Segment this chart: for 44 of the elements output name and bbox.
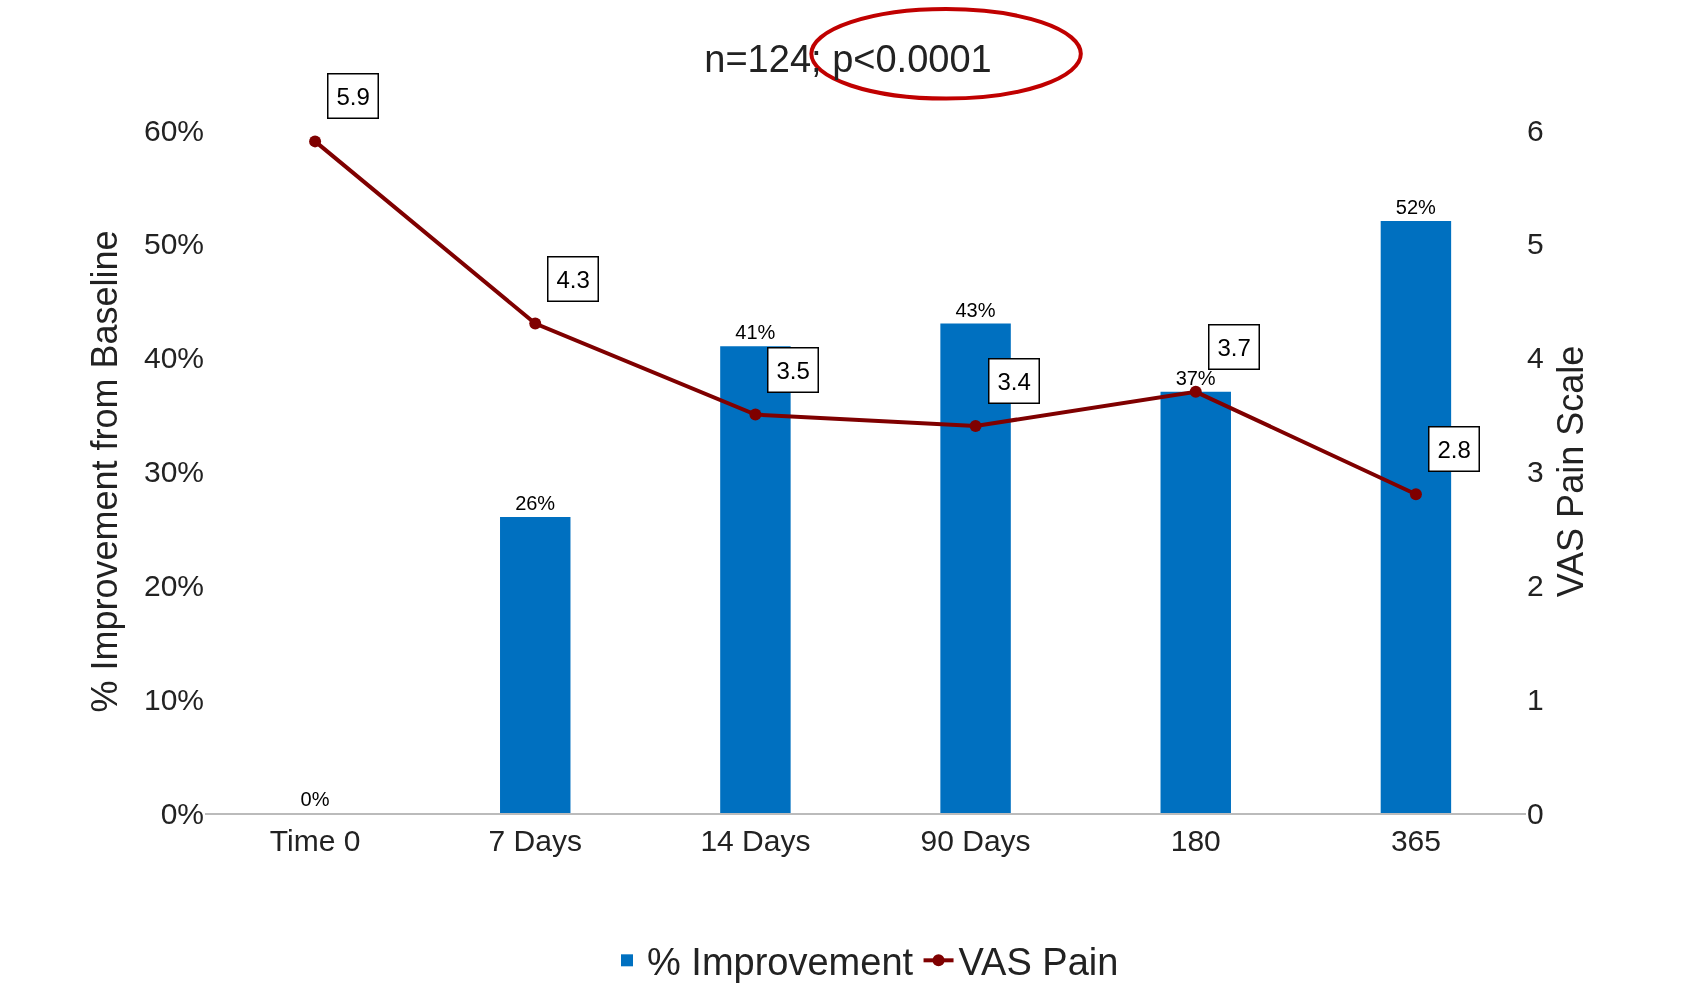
point	[309, 135, 322, 148]
y-tick-label: 20%	[143, 568, 204, 602]
y-tick-label: 0%	[160, 796, 204, 830]
data-label: 3.5	[776, 356, 810, 384]
y-tick-label: 30%	[143, 455, 204, 488]
y2-axis-title: VAS Pain Scale	[1550, 345, 1592, 598]
x-tick-label: 180	[1170, 824, 1221, 857]
y2-tick-label: 3	[1527, 455, 1544, 488]
y-axis-title: % Improvement from Baseline	[83, 230, 125, 713]
data-label: 2.8	[1437, 435, 1471, 463]
data-label: 37%	[1175, 366, 1216, 389]
data-label: 3.4	[997, 367, 1031, 395]
data-label: 43%	[955, 298, 996, 321]
y2-tick-label: 1	[1527, 682, 1544, 716]
data-label: 3.7	[1217, 333, 1251, 361]
y2-tick-label: 0	[1527, 796, 1544, 830]
data-label: 41%	[735, 321, 776, 344]
data-label: 5.9	[336, 82, 370, 110]
x-tick-label: 7 Days	[488, 824, 582, 857]
y-tick-label: 40%	[143, 341, 204, 375]
legend-label: % Improvement	[647, 941, 914, 984]
data-label: 0%	[300, 788, 330, 810]
x-tick-label: 90 Days	[920, 824, 1031, 857]
legend-label: VAS Pain	[958, 941, 1119, 984]
x-tick-label: 14 Days	[700, 824, 811, 857]
point	[1189, 385, 1202, 398]
y2-tick-label: 4	[1527, 341, 1544, 375]
x-tick-label: Time 0	[269, 824, 361, 857]
point	[969, 419, 982, 432]
x-tick-label: 365	[1390, 824, 1441, 857]
point	[1409, 488, 1422, 501]
data-label: 26%	[515, 492, 556, 515]
data-label: 52%	[1395, 196, 1437, 219]
y-tick-label: 60%	[143, 113, 204, 147]
y-tick-label: 10%	[143, 682, 204, 716]
point	[749, 408, 762, 421]
bar	[500, 517, 571, 813]
y2-tick-label: 2	[1527, 568, 1544, 602]
point	[529, 317, 542, 330]
y-tick-label: 50%	[143, 227, 204, 261]
y2-tick-label: 6	[1527, 113, 1544, 147]
y2-tick-label: 5	[1527, 227, 1544, 261]
bar	[1160, 391, 1231, 813]
data-label: 4.3	[556, 265, 590, 293]
